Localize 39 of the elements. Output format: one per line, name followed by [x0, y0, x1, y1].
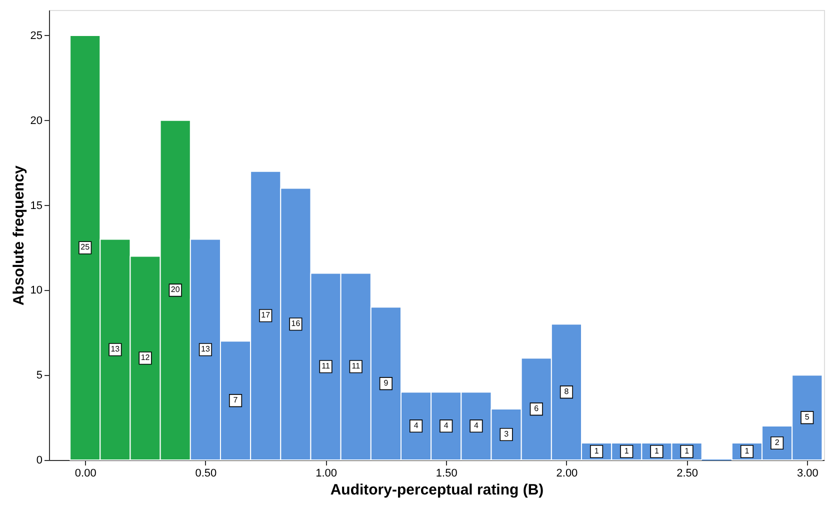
y-tick-label: 20: [30, 114, 42, 127]
x-tick-label: 1.00: [316, 468, 337, 480]
data-label: 11: [352, 362, 361, 371]
data-label: 4: [474, 421, 479, 430]
data-label: 1: [624, 446, 630, 456]
data-label: 3: [504, 430, 510, 439]
data-label: 1: [684, 446, 690, 456]
data-label: 9: [384, 378, 389, 388]
x-axis-title: Auditory-perceptual rating (B): [330, 482, 544, 498]
data-label: 11: [322, 362, 330, 371]
data-label: 1: [744, 446, 750, 456]
x-tick-label: 0.00: [74, 468, 96, 480]
data-label: 8: [564, 387, 570, 396]
x-tick-label: 0.50: [195, 468, 217, 480]
data-label: 5: [804, 412, 810, 422]
data-label: 16: [291, 319, 301, 328]
y-tick-label: 5: [36, 370, 42, 382]
data-label: 13: [110, 344, 120, 354]
x-tick-label: 2.00: [556, 468, 578, 480]
x-tick-label: 2.50: [676, 468, 698, 480]
data-label: 6: [534, 404, 540, 414]
y-tick-label: 10: [30, 284, 42, 297]
x-tick-label: 3.00: [796, 468, 818, 480]
data-label: 4: [414, 421, 419, 430]
data-label: 1: [654, 446, 660, 456]
x-tick-label: 1.50: [436, 468, 458, 480]
y-tick-label: 0: [36, 454, 42, 466]
data-label: 25: [80, 242, 90, 252]
data-label: 20: [170, 285, 180, 294]
y-axis-title: Absolute frequency: [10, 164, 28, 306]
data-label: 12: [140, 353, 150, 362]
y-tick-label: 25: [30, 30, 42, 42]
data-label: 17: [261, 310, 271, 320]
data-label: 1: [594, 446, 600, 456]
y-tick-label: 15: [30, 200, 42, 212]
data-label: 4: [444, 421, 449, 430]
data-label: 13: [200, 344, 210, 354]
data-label: 2: [774, 438, 780, 448]
data-label: 7: [233, 396, 238, 405]
